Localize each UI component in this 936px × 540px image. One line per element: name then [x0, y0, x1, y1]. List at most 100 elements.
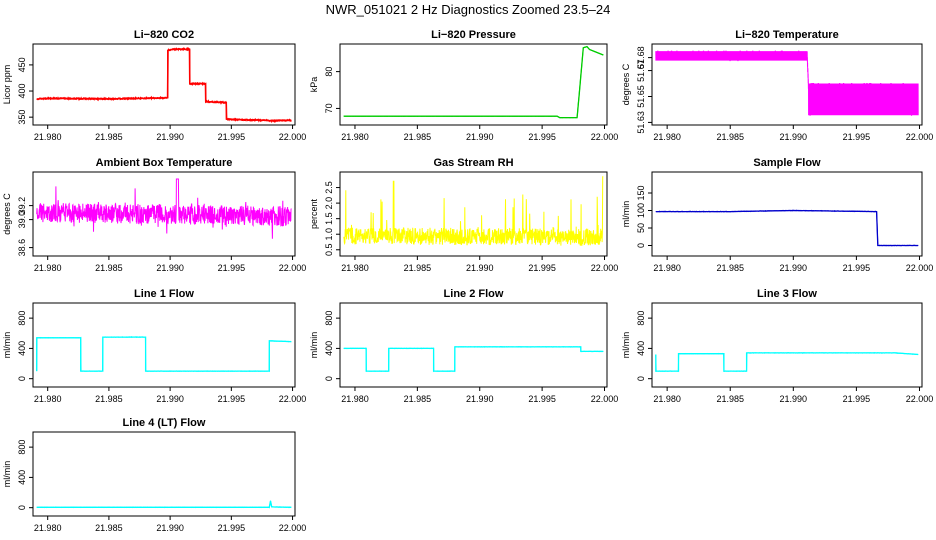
x-tick-label: 21.995	[843, 394, 871, 404]
x-tick-label: 21.985	[716, 263, 744, 273]
series-breakpoints	[655, 352, 919, 372]
panel-4: Ambient Box Temperature degrees C 21.980 21…	[2, 157, 306, 273]
series-breakpoints	[343, 45, 604, 119]
y-tick-label: 800	[17, 311, 27, 326]
x-tick-label: 21.990	[466, 263, 494, 273]
plot-frame	[32, 302, 296, 388]
x-tick-label: 21.990	[780, 263, 808, 273]
x-tick-label: 21.980	[341, 394, 369, 404]
series-line	[36, 500, 292, 509]
x-tick-label: 21.985	[95, 523, 123, 533]
plot-frame	[339, 43, 608, 126]
panel-title: Li−820 Pressure	[431, 29, 516, 41]
y-tick-label: 51.68	[636, 46, 646, 69]
x-tick-label: 21.980	[341, 263, 369, 273]
y-tick-label: 0	[636, 376, 646, 381]
y-tick-label: 39.2	[17, 197, 27, 215]
x-tick-label: 21.985	[95, 132, 123, 142]
x-tick-label: 21.995	[218, 523, 246, 533]
panel-9: Line 3 Flow ml/min 21.980 21.985 21.990 21.99…	[621, 288, 933, 404]
y-tick-label: 38.6	[17, 239, 27, 257]
x-tick-label: 21.980	[341, 132, 369, 142]
panel-7: Line 1 Flow ml/min 21.980 21.985 21.990 21.99…	[2, 288, 306, 404]
series-breakpoints	[36, 48, 292, 122]
y-tick-label: 0	[17, 505, 27, 510]
x-tick-label: 21.995	[528, 132, 556, 142]
y-axis-label: percent	[309, 198, 319, 229]
panel-10: Line 4 (LT) Flow ml/min 21.980 21.985 21.990…	[2, 417, 306, 533]
panel-5: Gas Stream RH percent 21.980 21.985 21.990 21…	[309, 157, 618, 273]
panel-3: Li−820 Temperature degrees C 21.980 21.985 2…	[621, 29, 933, 142]
x-tick-label: 22.000	[906, 263, 934, 273]
y-tick-label: 0	[324, 376, 334, 381]
x-tick-label: 21.980	[34, 394, 62, 404]
x-tick-label: 22.000	[906, 132, 934, 142]
plot-frame	[32, 171, 296, 257]
x-tick-label: 21.980	[653, 263, 681, 273]
x-tick-label: 21.985	[716, 132, 744, 142]
y-axis-label: ml/min	[309, 332, 319, 359]
panel-1: Li−820 CO2 Licor ppm 21.980 21.985 21.990 21.…	[2, 29, 306, 142]
series-line	[36, 335, 292, 373]
x-tick-label: 21.990	[156, 263, 184, 273]
y-axis-label: kPa	[309, 77, 319, 93]
y-tick-label: 51.65	[636, 85, 646, 108]
x-tick-label: 21.995	[843, 132, 871, 142]
series-breakpoints	[343, 346, 604, 372]
x-tick-label: 21.990	[156, 132, 184, 142]
y-tick-label: 1.0	[324, 228, 334, 241]
x-tick-label: 21.995	[528, 394, 556, 404]
x-tick-label: 21.995	[218, 132, 246, 142]
series-breakpoints	[36, 500, 292, 508]
y-tick-label: 0	[17, 376, 27, 381]
y-tick-label: 400	[324, 341, 334, 356]
y-tick-label: 70	[324, 103, 334, 113]
y-tick-label: 400	[17, 84, 27, 99]
x-tick-label: 21.980	[34, 523, 62, 533]
x-tick-label: 21.990	[780, 394, 808, 404]
plot-frame	[339, 302, 608, 388]
x-tick-label: 21.990	[466, 132, 494, 142]
y-tick-label: 1.5	[324, 212, 334, 225]
x-tick-label: 21.995	[528, 263, 556, 273]
panel-title: Li−820 Temperature	[735, 29, 838, 41]
page-title: NWR_051021 2 Hz Diagnostics Zoomed 23.5–…	[325, 2, 611, 17]
panel-8: Line 2 Flow ml/min 21.980 21.985 21.990 21.99…	[309, 288, 618, 404]
panel-title: Line 3 Flow	[757, 288, 817, 300]
y-tick-label: 800	[636, 311, 646, 326]
panel-title: Ambient Box Temperature	[96, 157, 233, 169]
x-tick-label: 21.990	[466, 394, 494, 404]
x-tick-label: 22.000	[279, 394, 307, 404]
x-tick-label: 21.980	[34, 263, 62, 273]
x-tick-label: 21.990	[156, 394, 184, 404]
series-line	[655, 351, 919, 373]
y-tick-label: 400	[636, 341, 646, 356]
series-line	[343, 45, 604, 119]
y-tick-label: 0.5	[324, 244, 334, 257]
y-axis-label: ml/min	[621, 332, 631, 359]
plot-frame	[32, 43, 296, 126]
y-tick-label: 2.5	[324, 181, 334, 194]
series-line	[343, 345, 604, 373]
y-axis-label: ml/min	[2, 332, 12, 359]
x-tick-label: 21.985	[404, 263, 432, 273]
series-line	[655, 209, 919, 247]
plot-frame	[651, 43, 923, 126]
panel-title: Line 4 (LT) Flow	[123, 417, 206, 429]
x-tick-label: 21.980	[34, 132, 62, 142]
x-tick-label: 21.995	[218, 394, 246, 404]
plot-frame	[32, 431, 296, 517]
series-line	[36, 178, 292, 239]
y-tick-label: 80	[324, 67, 334, 77]
y-tick-label: 350	[17, 110, 27, 125]
panel-2: Li−820 Pressure kPa 21.980 21.985 21.990 21.9…	[309, 29, 618, 142]
x-tick-label: 21.985	[95, 263, 123, 273]
x-tick-label: 21.995	[218, 263, 246, 273]
y-tick-label: 400	[17, 341, 27, 356]
y-tick-label: 51.63	[636, 111, 646, 134]
y-tick-label: 100	[636, 203, 646, 218]
x-tick-label: 21.985	[404, 394, 432, 404]
panel-6: Sample Flow ml/min 21.980 21.985 21.990 21.99…	[621, 157, 933, 273]
y-tick-label: 150	[636, 185, 646, 200]
